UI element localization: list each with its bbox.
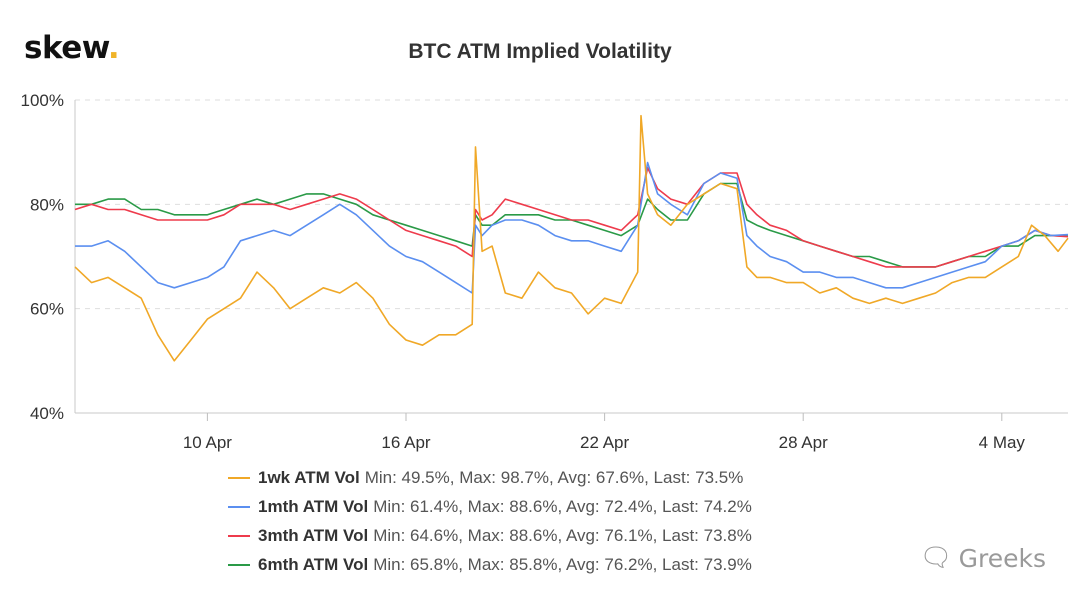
legend-swatch	[228, 505, 250, 508]
legend-series-stats: Min: 65.8%, Max: 85.8%, Avg: 76.2%, Last…	[373, 554, 752, 574]
chart-legend: 1wk ATM Vol Min: 49.5%, Max: 98.7%, Avg:…	[228, 463, 752, 579]
chart-title: BTC ATM Implied Volatility	[408, 40, 672, 63]
legend-series-name: 1wk ATM Vol	[258, 467, 360, 487]
x-tick-label: 10 Apr	[183, 433, 232, 452]
y-tick-label: 80%	[30, 195, 64, 214]
legend-item-3mth[interactable]: 3mth ATM Vol Min: 64.6%, Max: 88.6%, Avg…	[228, 521, 752, 550]
chart-series	[74, 114, 1069, 362]
legend-series-stats: Min: 49.5%, Max: 98.7%, Avg: 67.6%, Last…	[364, 467, 744, 487]
series-line-3mth	[74, 167, 1069, 268]
x-tick-label: 4 May	[979, 433, 1026, 452]
watermark: 🗨 Greeks	[920, 543, 1046, 573]
skew-logo: skew.	[24, 30, 120, 66]
legend-swatch	[228, 476, 250, 479]
x-tick-label: 28 Apr	[779, 433, 828, 452]
legend-item-6mth[interactable]: 6mth ATM Vol Min: 65.8%, Max: 85.8%, Avg…	[228, 550, 752, 579]
legend-series-name: 6mth ATM Vol	[258, 554, 369, 574]
y-axis: 40% 60% 80% 100%	[21, 91, 64, 423]
watermark-text: Greeks	[958, 543, 1046, 573]
y-tick-label: 100%	[21, 91, 64, 110]
logo-text: skew	[24, 30, 108, 66]
series-line-1mth	[75, 161, 1069, 294]
legend-series-name: 3mth ATM Vol	[258, 525, 369, 545]
legend-item-1mth[interactable]: 1mth ATM Vol Min: 61.4%, Max: 88.6%, Avg…	[228, 492, 752, 521]
legend-series-stats: Min: 64.6%, Max: 88.6%, Avg: 76.1%, Last…	[373, 525, 752, 545]
x-axis: 10 Apr 16 Apr 22 Apr 28 Apr 4 May	[183, 413, 1026, 452]
y-tick-label: 40%	[30, 404, 64, 423]
x-tick-label: 22 Apr	[580, 433, 629, 452]
legend-series-stats: Min: 61.4%, Max: 88.6%, Avg: 72.4%, Last…	[373, 496, 752, 516]
legend-swatch	[228, 563, 250, 566]
x-tick-label: 16 Apr	[381, 433, 430, 452]
wechat-icon: 🗨	[919, 543, 953, 573]
legend-series-name: 1mth ATM Vol	[258, 496, 369, 516]
series-line-6mth	[75, 182, 1069, 268]
logo-dot: .	[107, 30, 120, 66]
chart-grid	[74, 99, 1068, 414]
y-tick-label: 60%	[30, 300, 64, 319]
series-line-1wk	[74, 114, 1069, 362]
legend-item-1wk[interactable]: 1wk ATM Vol Min: 49.5%, Max: 98.7%, Avg:…	[228, 463, 752, 492]
legend-swatch	[228, 534, 250, 537]
